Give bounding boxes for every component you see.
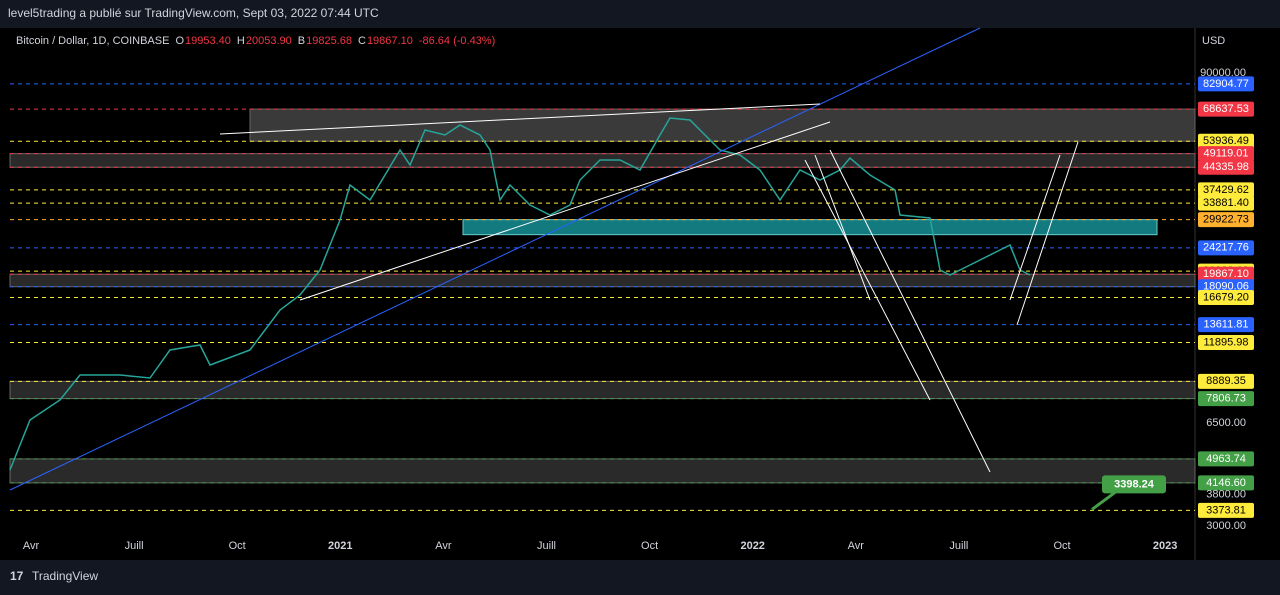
trend-line [9,27,981,491]
legend-close: 19867.10 [367,35,413,47]
time-label: Avr [848,540,865,552]
legend-low: 19825.68 [306,35,352,47]
legend-change: -86.64 (-0.43%) [419,35,495,47]
zone [9,458,1196,484]
legend-low-label: B [298,35,305,47]
logo: 17 [10,569,24,583]
price-label: 37429.62 [1203,184,1249,196]
y-tick-label: 3000.00 [1206,520,1246,532]
price-label: 49119.01 [1203,148,1248,160]
time-label: 2023 [1153,540,1177,552]
time-label: Avr [23,540,40,552]
price-label: 11895.98 [1203,336,1248,348]
ohlc-legend: Bitcoin / Dollar, 1D, COINBASE O 19953.40 H… [16,35,495,47]
price-label-bg [1198,335,1254,351]
price-label-bg [1198,212,1254,228]
price-label: 16679.20 [1203,291,1249,303]
time-label: Juill [125,540,144,552]
time-label: Juill [949,540,968,552]
price-label-bg [1198,146,1254,162]
price-label: 7806.73 [1206,393,1246,405]
time-label: 2022 [740,540,764,552]
price-label-bg [1198,373,1254,389]
price-label: 29922.73 [1203,214,1249,226]
price-label-bg [1198,475,1254,491]
time-label: Juill [537,540,556,552]
callout-label: 3398.24 [1114,478,1155,490]
price-path [9,117,1031,471]
legend-open: 19953.40 [185,35,231,47]
price-label-bg [1198,240,1254,256]
price-label-bg [1198,159,1254,175]
price-label: 4146.60 [1206,477,1246,489]
price-label-bg [1198,317,1254,333]
legend-high: 20053.90 [246,35,292,47]
price-axis: 82904.77 68637.53 53936.4949119.0144335.98… [1091,67,1254,532]
price-label: 82904.77 [1203,78,1249,90]
price-label: 68637.53 [1203,103,1249,115]
zone [9,380,1196,400]
time-label: Avr [435,540,452,552]
price-label-bg [1198,502,1254,518]
time-label: Oct [229,540,246,552]
callout-pointer [1091,491,1116,511]
price-label: 13611.81 [1203,318,1248,330]
y-tick-label: 3800.00 [1206,488,1246,500]
legend-high-label: H [237,35,245,47]
publisher: level5trading a publié sur TradingView.c… [8,6,379,20]
price-label: 44335.98 [1203,161,1249,173]
legend-symbol: Bitcoin / Dollar, 1D, COINBASE [16,35,169,47]
callout-bg [1102,475,1166,494]
zone-teal [462,219,1158,236]
time-axis: Avr Juill Oct 2021 Avr Juill Oct 2022 Avr Juill Oc… [23,540,1177,552]
time-label: Oct [641,540,658,552]
price-label-bg [1198,101,1254,117]
level-lines [10,83,1195,511]
price-label-bg [1198,195,1254,211]
drawings [219,103,1079,473]
price-label: 8889.35 [1206,375,1246,387]
y-tick-label: 90000.00 [1200,67,1246,79]
price-label-bg [1198,133,1254,149]
price-label: 33881.40 [1203,197,1249,209]
currency: USD [1202,35,1225,47]
price-label: 24217.76 [1203,242,1249,254]
time-label: Oct [1053,540,1070,552]
footer-brand: TradingView [32,569,98,583]
price-label: 53936.49 [1203,135,1249,147]
price-label: 18090.06 [1203,281,1249,293]
price-label: 3373.81 [1206,504,1246,516]
legend-open-label: O [175,35,184,47]
price-label-bg [1198,290,1254,306]
price-label-bg [1198,266,1254,282]
price-label: 19867.10 [1203,268,1249,280]
price-label: 4963.74 [1206,453,1246,465]
legend-close-label: C [358,35,366,47]
time-label: 2021 [328,540,352,552]
price-label-bg [1198,182,1254,198]
y-tick-label: 6500.00 [1206,417,1246,429]
price-label-bg [1198,76,1254,92]
price-label-bg [1198,391,1254,407]
price-label-bg [1198,451,1254,467]
